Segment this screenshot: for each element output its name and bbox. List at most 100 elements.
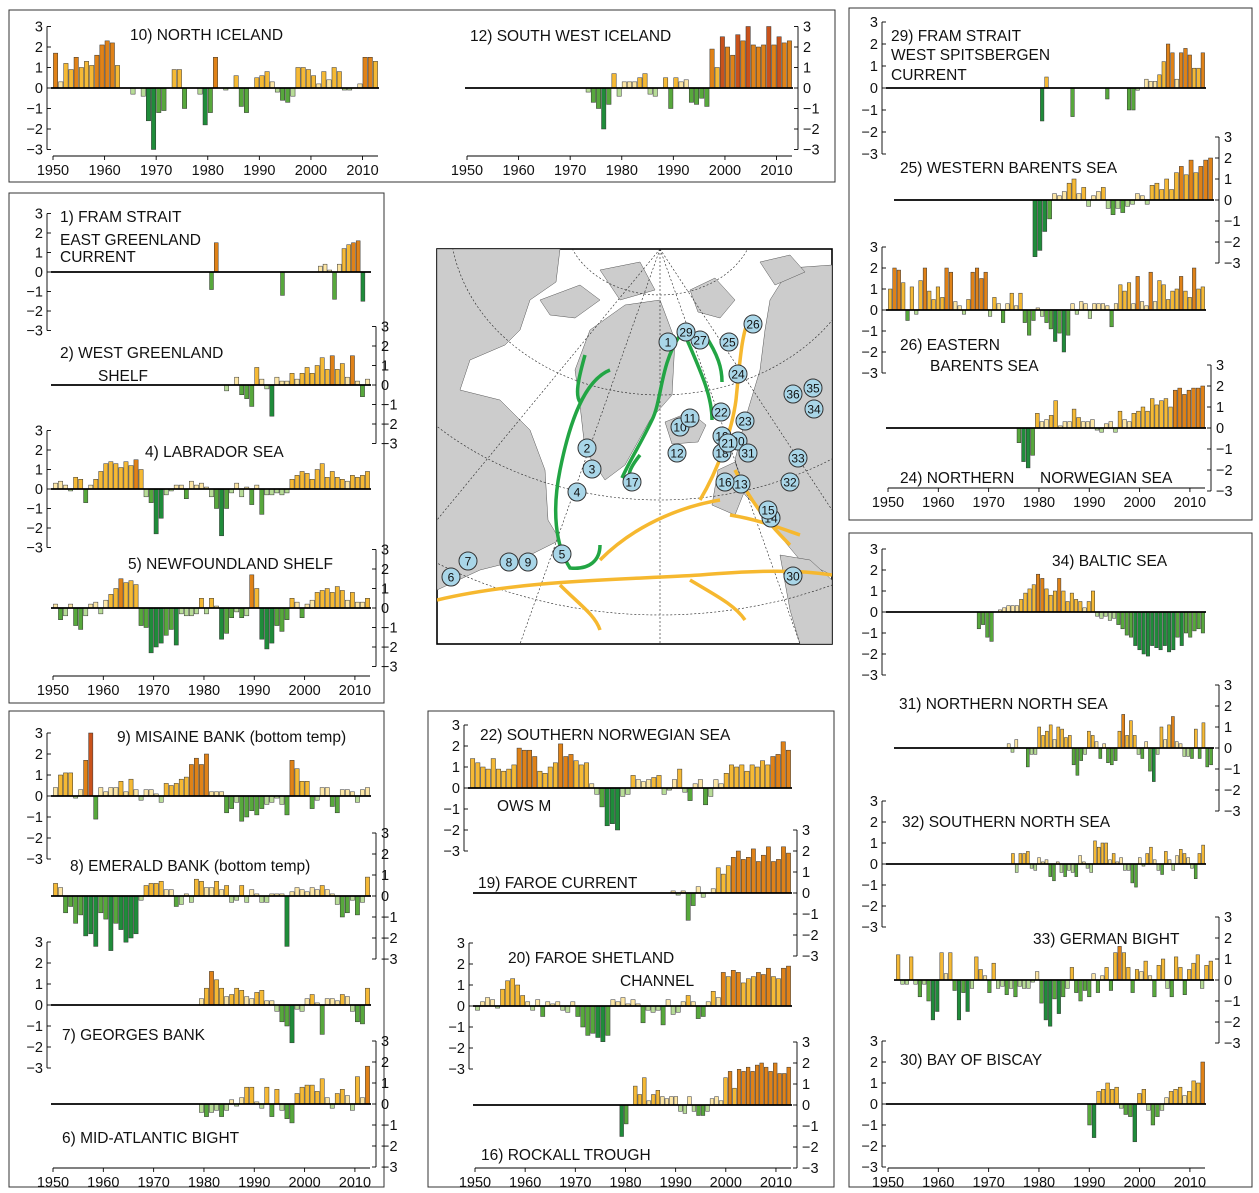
panel-title: 16) ROCKALL TROUGH xyxy=(481,1147,651,1164)
bar xyxy=(1149,846,1153,865)
bar xyxy=(1021,427,1026,462)
bar xyxy=(935,286,940,311)
station-15: 15 xyxy=(758,500,778,520)
y-tick-label: −2 xyxy=(26,831,43,847)
bar xyxy=(1200,385,1205,429)
bar xyxy=(723,1077,728,1106)
bar xyxy=(1182,394,1187,429)
bar xyxy=(339,994,345,1006)
bar xyxy=(98,895,104,914)
bar xyxy=(1140,301,1145,311)
bar xyxy=(1036,573,1041,613)
bar xyxy=(1048,724,1053,749)
bar xyxy=(63,772,68,797)
bar xyxy=(1196,67,1201,89)
bar xyxy=(209,971,214,1006)
bar xyxy=(1167,611,1172,653)
y-tick-label: 3 xyxy=(381,1034,389,1050)
bar xyxy=(620,787,626,797)
bar xyxy=(1187,297,1192,311)
y-tick-label: 1 xyxy=(803,61,811,77)
svg-text:29: 29 xyxy=(679,326,693,340)
bar xyxy=(1066,309,1071,336)
bar xyxy=(309,887,315,897)
bar xyxy=(1096,303,1101,311)
bar xyxy=(1018,292,1023,311)
bar xyxy=(53,787,58,797)
bar xyxy=(594,787,600,795)
bar xyxy=(58,480,63,490)
y-tick-label: −2 xyxy=(803,122,820,138)
bar xyxy=(771,44,777,89)
bar xyxy=(1014,605,1019,613)
bar xyxy=(1040,309,1045,317)
bar xyxy=(339,363,345,386)
bar xyxy=(53,883,58,897)
bar xyxy=(163,889,169,897)
bar xyxy=(63,63,69,89)
bar xyxy=(1182,1095,1187,1105)
box-west-atlantic-north xyxy=(8,192,385,704)
bar xyxy=(1071,747,1076,766)
bar xyxy=(1123,1103,1128,1115)
bar xyxy=(1195,387,1201,429)
bar xyxy=(771,861,776,894)
bar xyxy=(1110,747,1114,766)
bar xyxy=(619,1104,624,1137)
x-tick-label: 2000 xyxy=(295,163,327,179)
bar xyxy=(687,1096,692,1106)
bar xyxy=(1070,87,1075,117)
bar xyxy=(1078,979,1083,1002)
bar xyxy=(682,1104,688,1114)
bar xyxy=(1018,853,1023,865)
bar xyxy=(202,87,208,126)
bar xyxy=(254,367,260,386)
bar xyxy=(1150,1103,1156,1126)
bar xyxy=(103,463,109,490)
y-tick-label: 2 xyxy=(802,844,810,860)
bar xyxy=(113,787,119,797)
bar xyxy=(710,991,716,1007)
y-tick-label: 3 xyxy=(1224,678,1232,694)
bar xyxy=(89,65,95,89)
y-tick-label: −3 xyxy=(381,952,398,968)
y-tick-label: −2 xyxy=(381,931,398,947)
panel-title: SHELF xyxy=(98,368,148,385)
bar xyxy=(1120,199,1126,213)
bar xyxy=(350,475,355,490)
bar xyxy=(259,795,265,809)
bar xyxy=(1146,1103,1151,1111)
bar xyxy=(1149,185,1155,201)
panel-title: WEST SPITSBERGEN xyxy=(891,47,1050,64)
x-tick-label: 1990 xyxy=(1073,1175,1105,1191)
panel-p20: 20) FAROE SHETLAND CHANNEL 3 2 1 0 −1 −2 −3 xyxy=(448,936,792,1078)
bar xyxy=(351,242,356,273)
x-tick-label: 1980 xyxy=(188,683,220,699)
bar xyxy=(140,87,146,97)
bar xyxy=(133,459,139,490)
bar xyxy=(750,1071,755,1106)
bar xyxy=(965,979,970,1012)
svg-text:4: 4 xyxy=(574,486,581,500)
y-tick-label: −1 xyxy=(802,1119,819,1135)
station-17: 17 xyxy=(622,472,642,492)
bar xyxy=(1035,971,1040,981)
bar xyxy=(128,778,134,797)
bar xyxy=(194,757,199,797)
x-tick-label: 1990 xyxy=(243,163,275,179)
x-tick-label: 1980 xyxy=(192,163,224,179)
bar xyxy=(1070,863,1075,873)
y-tick-label: −3 xyxy=(802,949,819,965)
bar xyxy=(1044,76,1049,89)
bar xyxy=(1174,741,1179,749)
bar xyxy=(1065,979,1070,989)
y-tick-label: −3 xyxy=(1224,1036,1241,1052)
y-tick-label: 2 xyxy=(457,957,465,973)
bar xyxy=(109,42,115,89)
y-tick-label: −2 xyxy=(1224,235,1241,251)
bar xyxy=(269,1103,275,1117)
y-tick-label: −2 xyxy=(381,640,398,656)
bar xyxy=(344,996,350,1006)
panel-title: 34) BALTIC SEA xyxy=(1052,553,1168,570)
